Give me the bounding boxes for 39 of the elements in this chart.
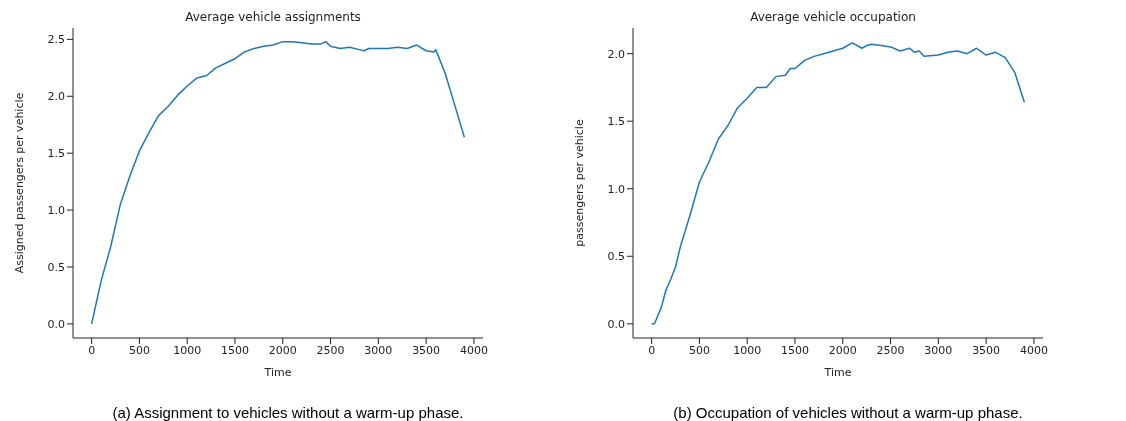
text: (b) Occupation of vehicles without a warm-up phase. [672,404,1024,421]
y-axis-title: passengers per vehicle [572,119,586,247]
y-tick-label: 2.0 [607,47,625,61]
y-tick-label: 0.0 [607,317,625,331]
x-tick-label: 500 [688,343,710,357]
x-tick-label: 4000 [1019,343,1048,357]
x-axis-title: Time [263,366,292,379]
x-tick-label: 3000 [364,343,393,357]
line-series [650,42,1026,325]
chart-title: Average vehicle occupation [749,10,917,24]
x-tick-label: 500 [128,343,150,357]
line-series [90,40,466,325]
y-tick-label: 2.0 [47,90,65,104]
x-tick-label: 1000 [173,343,202,357]
x-tick-label: 0 [88,343,96,357]
x-tick-label: 3500 [972,343,1001,357]
x-tick-label: 1500 [780,343,809,357]
text: (a) Assignment to vehicles without a warm-up phase. [111,404,465,421]
y-tick-label: 1.5 [607,115,625,129]
y-tick-label: 0.0 [47,317,65,331]
x-tick-label: 4000 [459,343,488,357]
y-tick-label: 2.5 [47,33,65,47]
x-tick-label: 3000 [924,343,953,357]
x-tick-label: 0 [648,343,656,357]
x-tick-label: 2500 [876,343,905,357]
x-tick-label: 3500 [412,343,441,357]
x-tick-label: 2500 [316,343,345,357]
x-axis-title: Time [823,366,852,379]
chart-title: Average vehicle assignments [184,10,362,24]
y-tick-label: 0.5 [47,260,65,274]
y-tick-label: 1.0 [607,182,625,196]
y-tick-label: 0.5 [607,250,625,264]
y-axis-title: Assigned passengers per vehicle [12,92,26,274]
x-tick-label: 1000 [733,343,762,357]
x-tick-label: 2000 [828,343,857,357]
y-tick-label: 1.5 [47,147,65,161]
x-tick-label: 2000 [268,343,297,357]
y-tick-label: 1.0 [47,203,65,217]
x-tick-label: 1500 [220,343,249,357]
